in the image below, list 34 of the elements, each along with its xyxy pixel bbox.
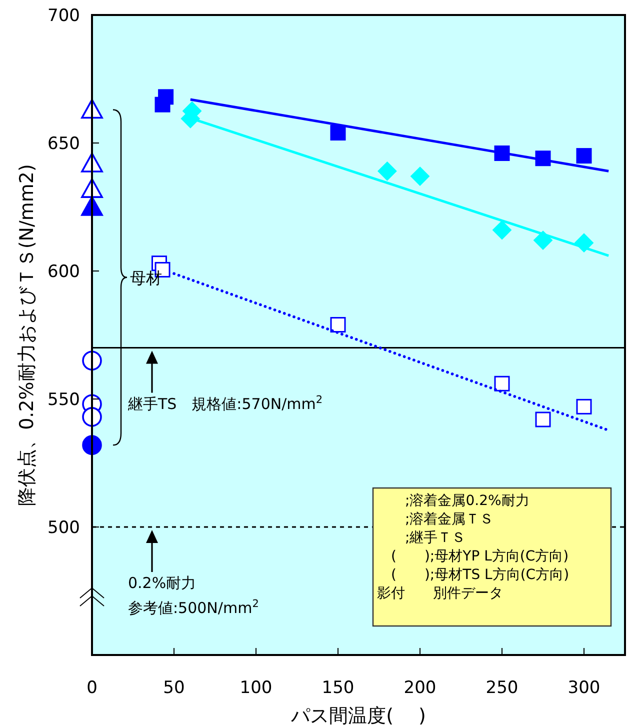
- annotation: ;溶着金属0.2%耐力: [377, 493, 530, 509]
- point: [494, 376, 510, 392]
- x-tick-label: 200: [404, 678, 436, 698]
- y-tick-label: 600: [48, 262, 80, 282]
- annotation: 継手TS 規格値:570N/mm$^{2}$: [127, 394, 323, 413]
- point: [576, 398, 592, 414]
- point: [330, 125, 346, 141]
- y-tick-label: 500: [48, 518, 80, 538]
- x-tick-label: 100: [240, 678, 272, 698]
- annotation: 母材: [130, 268, 162, 288]
- x-tick-label: 50: [163, 678, 185, 698]
- x-axis-title: パス間温度( ): [290, 705, 426, 727]
- annotation: ( );母材TS L方向(C方向): [377, 567, 570, 583]
- point: [158, 89, 174, 105]
- y-tick-label: 700: [48, 6, 80, 26]
- annotation: ( );母材YP L方向(C方向): [377, 548, 569, 564]
- point: [410, 166, 430, 186]
- point: [535, 412, 551, 428]
- annotation: 0.2%耐力: [128, 574, 196, 592]
- point: [378, 162, 397, 181]
- annotation: ;継手ＴＳ: [377, 530, 466, 546]
- y-tick-label: 550: [48, 390, 80, 410]
- point: [492, 220, 512, 240]
- y-axis-title: 降伏点、0.2%耐力およびＴＳ(N/mm2): [16, 164, 38, 506]
- annotation: ;溶着金属ＴＳ: [377, 512, 494, 528]
- y-tick-label: 650: [48, 134, 80, 154]
- x-tick-label: 150: [322, 678, 354, 698]
- point: [576, 148, 592, 164]
- x-tick-label: 300: [568, 678, 600, 698]
- x-tick-label: 0: [86, 678, 98, 698]
- annotation: 参考値:500N/mm$^{2}$: [128, 598, 259, 617]
- point: [330, 317, 346, 333]
- x-tick-label: 250: [486, 678, 518, 698]
- annotation: 影付 別件データ: [377, 586, 503, 602]
